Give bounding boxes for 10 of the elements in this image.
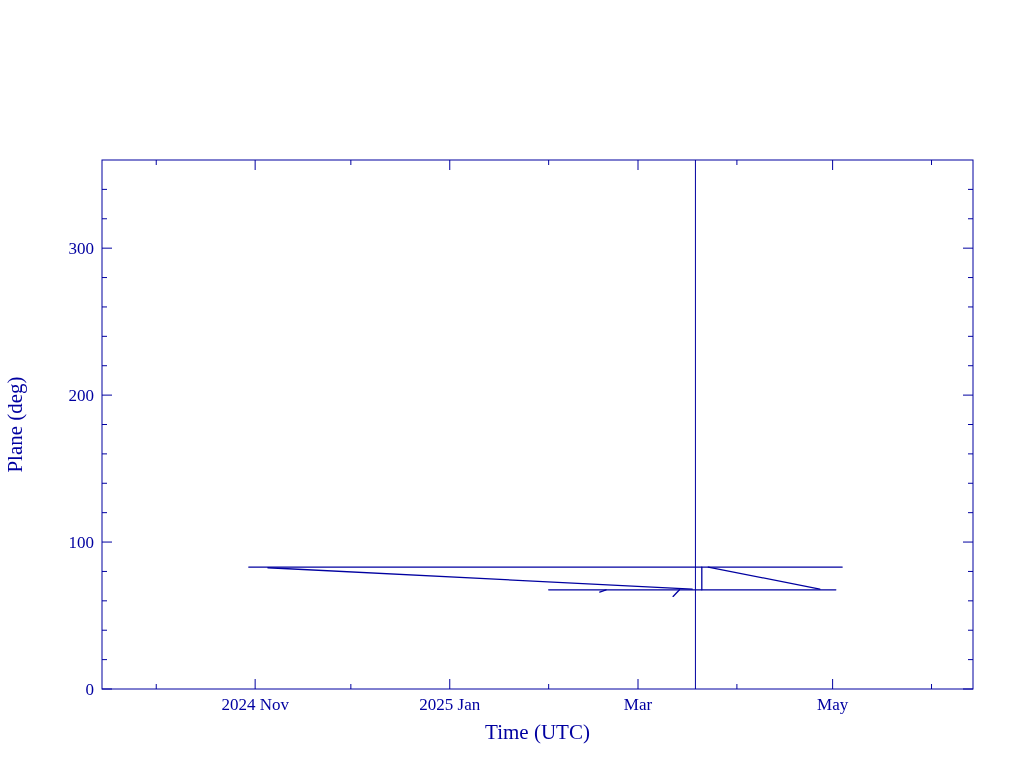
x-tick-label: 2025 Jan <box>419 695 481 714</box>
y-axis-title: Plane (deg) <box>3 376 27 473</box>
y-tick-label: 0 <box>85 680 94 699</box>
x-tick-label: May <box>817 695 849 714</box>
y-tick-label: 300 <box>68 239 94 259</box>
x-tick-label: Mar <box>623 695 653 714</box>
x-tick-label: 2024 Nov <box>221 695 290 714</box>
y-tick-label: 200 <box>68 386 94 406</box>
x-axis-title: Time (UTC) <box>485 720 590 744</box>
y-tick-label: 100 <box>68 533 94 553</box>
